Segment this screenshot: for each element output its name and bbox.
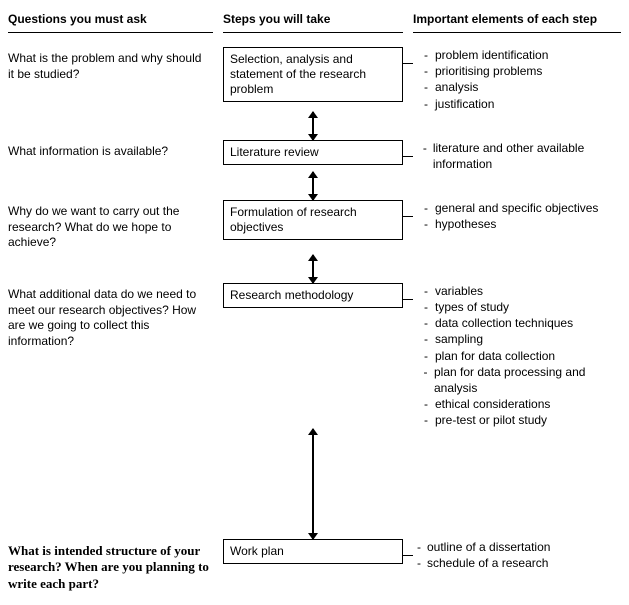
connector-right-1 (403, 156, 413, 157)
header-questions: Questions you must ask (8, 8, 213, 33)
header-steps: Steps you will take (223, 8, 403, 33)
dash-icon: - (417, 47, 435, 63)
element-item: -problem identification (417, 47, 621, 63)
element-item: -justification (417, 96, 621, 112)
element-item: -types of study (417, 299, 621, 315)
element-item: -plan for data collection (417, 348, 621, 364)
question-2: Why do we want to carry out the research… (8, 200, 213, 255)
element-text: literature and other available informati… (433, 140, 621, 172)
question-3: What additional data do we need to meet … (8, 283, 213, 429)
element-text: pre-test or pilot study (435, 412, 547, 428)
double-arrow-icon (312, 429, 314, 539)
connector-right-4 (403, 555, 413, 556)
element-item: -ethical considerations (417, 396, 621, 412)
step-box-2: Formulation of research objectives (223, 200, 403, 240)
element-text: analysis (435, 79, 478, 95)
dash-icon: - (417, 79, 435, 95)
dash-icon: - (417, 412, 435, 428)
dash-icon: - (417, 96, 435, 112)
double-arrow-3 (223, 429, 403, 539)
connector-right-2 (403, 216, 413, 217)
connector-right-3 (403, 299, 413, 300)
step-cell-3: Research methodology (223, 283, 403, 429)
element-item: -data collection techniques (417, 315, 621, 331)
step-box-4: Work plan (223, 539, 403, 564)
question-4: What is intended structure of your resea… (8, 539, 213, 598)
double-arrow-icon (312, 172, 314, 200)
double-arrow-2 (223, 255, 403, 283)
dash-icon: - (417, 299, 435, 315)
element-text: ethical considerations (435, 396, 550, 412)
element-item: -outline of a dissertation (417, 539, 621, 555)
element-text: general and specific objectives (435, 200, 598, 216)
dash-icon: - (417, 315, 435, 331)
elements-list-2: -general and specific objectives-hypothe… (413, 200, 621, 255)
element-item: -sampling (417, 331, 621, 347)
dash-icon: - (417, 539, 427, 555)
step-box-0: Selection, analysis and statement of the… (223, 47, 403, 102)
question-0: What is the problem and why should it be… (8, 47, 213, 112)
element-text: schedule of a research (427, 555, 548, 571)
dash-icon: - (417, 283, 435, 299)
element-text: variables (435, 283, 483, 299)
step-cell-0: Selection, analysis and statement of the… (223, 47, 403, 112)
step-cell-2: Formulation of research objectives (223, 200, 403, 255)
element-text: plan for data processing and analysis (434, 364, 621, 396)
element-item: -general and specific objectives (417, 200, 621, 216)
dash-icon: - (417, 396, 435, 412)
element-item: -plan for data processing and analysis (417, 364, 621, 396)
element-text: prioritising problems (435, 63, 542, 79)
element-item: -variables (417, 283, 621, 299)
element-item: -schedule of a research (417, 555, 621, 571)
elements-list-3: -variables-types of study-data collectio… (413, 283, 621, 429)
element-item: -hypotheses (417, 216, 621, 232)
double-arrow-0 (223, 112, 403, 140)
elements-list-4: -outline of a dissertation-schedule of a… (413, 539, 621, 598)
element-item: -prioritising problems (417, 63, 621, 79)
double-arrow-icon (312, 112, 314, 140)
element-item: -pre-test or pilot study (417, 412, 621, 428)
element-text: plan for data collection (435, 348, 555, 364)
element-text: types of study (435, 299, 509, 315)
double-arrow-icon (312, 255, 314, 283)
dash-icon: - (417, 331, 435, 347)
element-text: justification (435, 96, 494, 112)
step-cell-1: Literature review (223, 140, 403, 172)
step-cell-4: Work plan (223, 539, 403, 598)
dash-icon: - (417, 63, 435, 79)
elements-list-1: -literature and other available informat… (413, 140, 621, 172)
step-box-1: Literature review (223, 140, 403, 165)
elements-list-0: -problem identification-prioritising pro… (413, 47, 621, 112)
element-item: -literature and other available informat… (417, 140, 621, 172)
element-text: sampling (435, 331, 483, 347)
dash-icon: - (417, 200, 435, 216)
dash-icon: - (417, 555, 427, 571)
element-item: -analysis (417, 79, 621, 95)
dash-icon: - (417, 216, 435, 232)
step-box-3: Research methodology (223, 283, 403, 308)
element-text: data collection techniques (435, 315, 573, 331)
element-text: outline of a dissertation (427, 539, 550, 555)
dash-icon: - (417, 348, 435, 364)
connector-right-0 (403, 63, 413, 64)
header-elements: Important elements of each step (413, 8, 621, 33)
element-text: problem identification (435, 47, 548, 63)
dash-icon: - (417, 140, 433, 172)
element-text: hypotheses (435, 216, 496, 232)
double-arrow-1 (223, 172, 403, 200)
question-1: What information is available? (8, 140, 213, 172)
dash-icon: - (417, 364, 434, 396)
